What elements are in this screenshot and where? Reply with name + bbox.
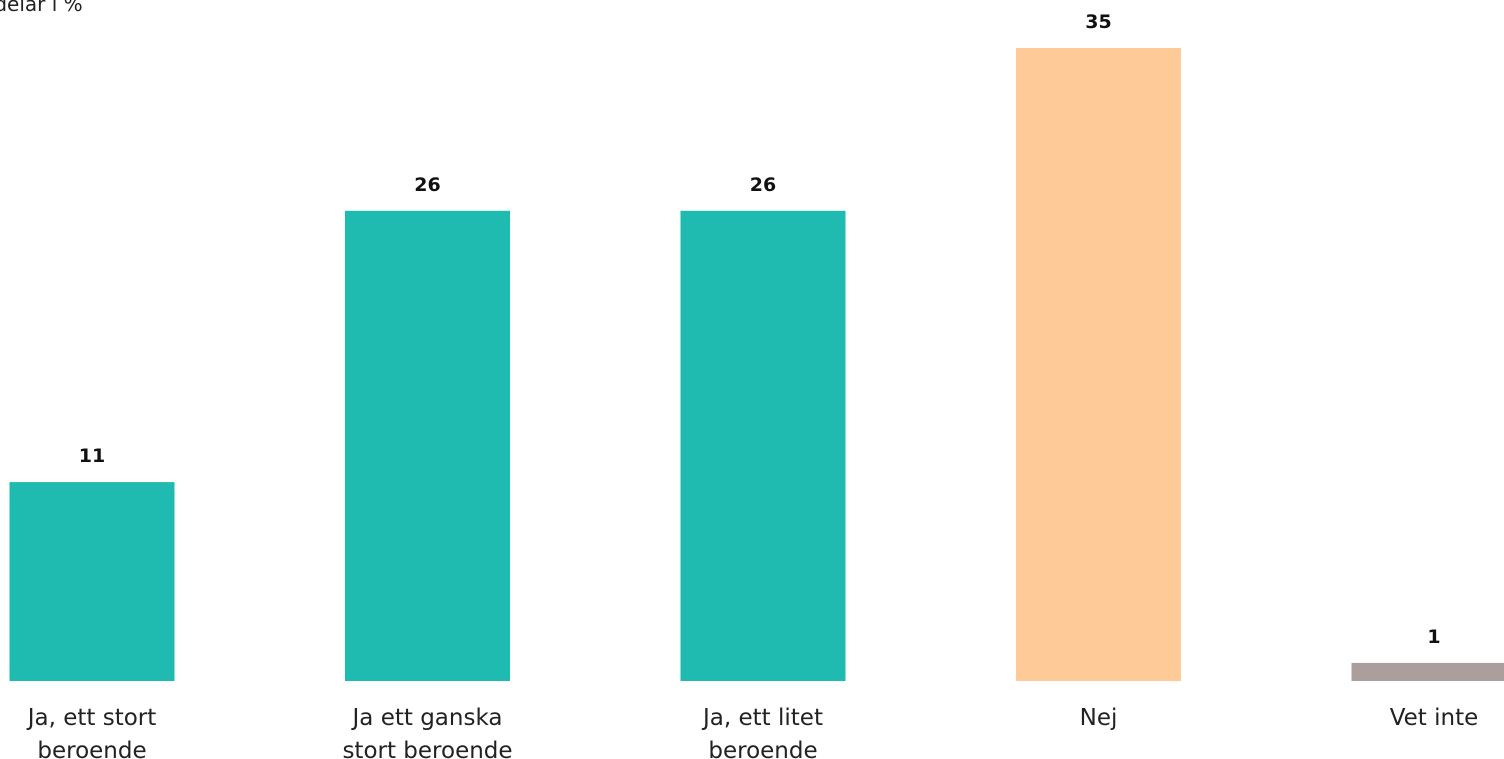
- category-label-4: Vet inte: [1390, 705, 1479, 731]
- value-labels-group: 11 26 26 35 1: [79, 11, 1441, 648]
- bar-3: [1016, 48, 1181, 681]
- bar-1: [345, 210, 510, 682]
- bar-0: [9, 482, 175, 681]
- category-label-2: Ja, ett litet beroende: [701, 705, 823, 759]
- bar-value-label-3: 35: [1085, 11, 1111, 33]
- bar-value-label-2: 26: [750, 174, 776, 196]
- bar-4: [1351, 662, 1504, 681]
- bar-value-label-4: 1: [1427, 626, 1440, 648]
- bar-value-label-1: 26: [414, 174, 440, 196]
- bar-2: [680, 210, 846, 682]
- bars-group: [9, 48, 1504, 682]
- category-label-3: Nej: [1080, 705, 1118, 731]
- chart-unit-label: Andelar i %: [0, 0, 83, 16]
- bar-value-label-0: 11: [79, 445, 105, 467]
- category-label-0: Ja, ett stort beroende: [26, 705, 157, 759]
- category-labels-group: Ja, ett stort beroende Ja ett ganska stort …: [26, 705, 1479, 759]
- category-label-1: Ja ett ganska stort beroende: [342, 705, 512, 759]
